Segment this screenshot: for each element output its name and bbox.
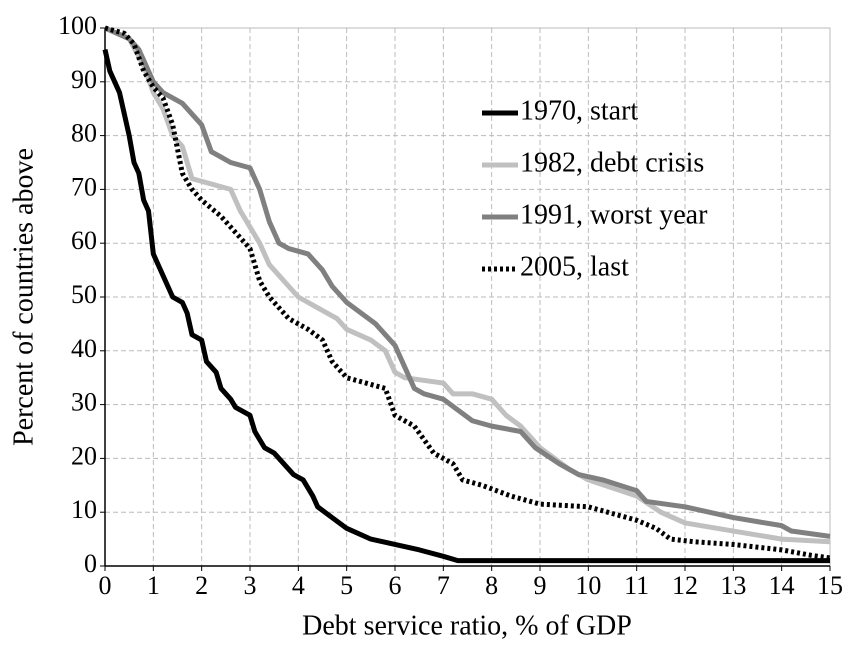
x-tick-label: 12 — [672, 571, 698, 600]
y-tick-label: 20 — [71, 441, 97, 470]
x-tick-label: 15 — [817, 571, 843, 600]
legend-label: 1982, debt crisis — [520, 147, 704, 178]
x-tick-label: 10 — [575, 571, 601, 600]
y-tick-label: 30 — [71, 388, 97, 417]
x-tick-label: 11 — [624, 571, 649, 600]
y-tick-label: 70 — [71, 172, 97, 201]
x-tick-label: 2 — [195, 571, 208, 600]
x-tick-label: 6 — [389, 571, 402, 600]
x-tick-label: 9 — [534, 571, 547, 600]
y-tick-label: 40 — [71, 334, 97, 363]
legend-label: 1970, start — [520, 95, 638, 126]
y-tick-label: 50 — [71, 280, 97, 309]
y-tick-label: 100 — [58, 11, 97, 40]
x-tick-label: 5 — [340, 571, 353, 600]
series-line — [102, 48, 830, 564]
series-line — [104, 25, 831, 561]
series-line — [103, 25, 831, 545]
y-axis-label: Percent of countries above — [8, 148, 39, 446]
x-tick-label: 1 — [147, 571, 160, 600]
y-tick-label: 10 — [71, 495, 97, 524]
x-tick-label: 14 — [769, 571, 795, 600]
y-tick-label: 0 — [84, 549, 97, 578]
x-tick-label: 13 — [720, 571, 746, 600]
series-line — [103, 25, 831, 539]
x-tick-label: 7 — [437, 571, 450, 600]
x-tick-label: 8 — [485, 571, 498, 600]
legend-label: 1991, worst year — [520, 199, 708, 230]
x-tick-label: 3 — [244, 571, 257, 600]
x-tick-label: 0 — [99, 571, 112, 600]
x-axis-label: Debt service ratio, % of GDP — [302, 610, 632, 641]
y-tick-label: 90 — [71, 65, 97, 94]
y-tick-label: 60 — [71, 226, 97, 255]
legend-label: 2005, last — [520, 251, 629, 282]
y-tick-label: 80 — [71, 119, 97, 148]
x-tick-label: 4 — [292, 571, 305, 600]
